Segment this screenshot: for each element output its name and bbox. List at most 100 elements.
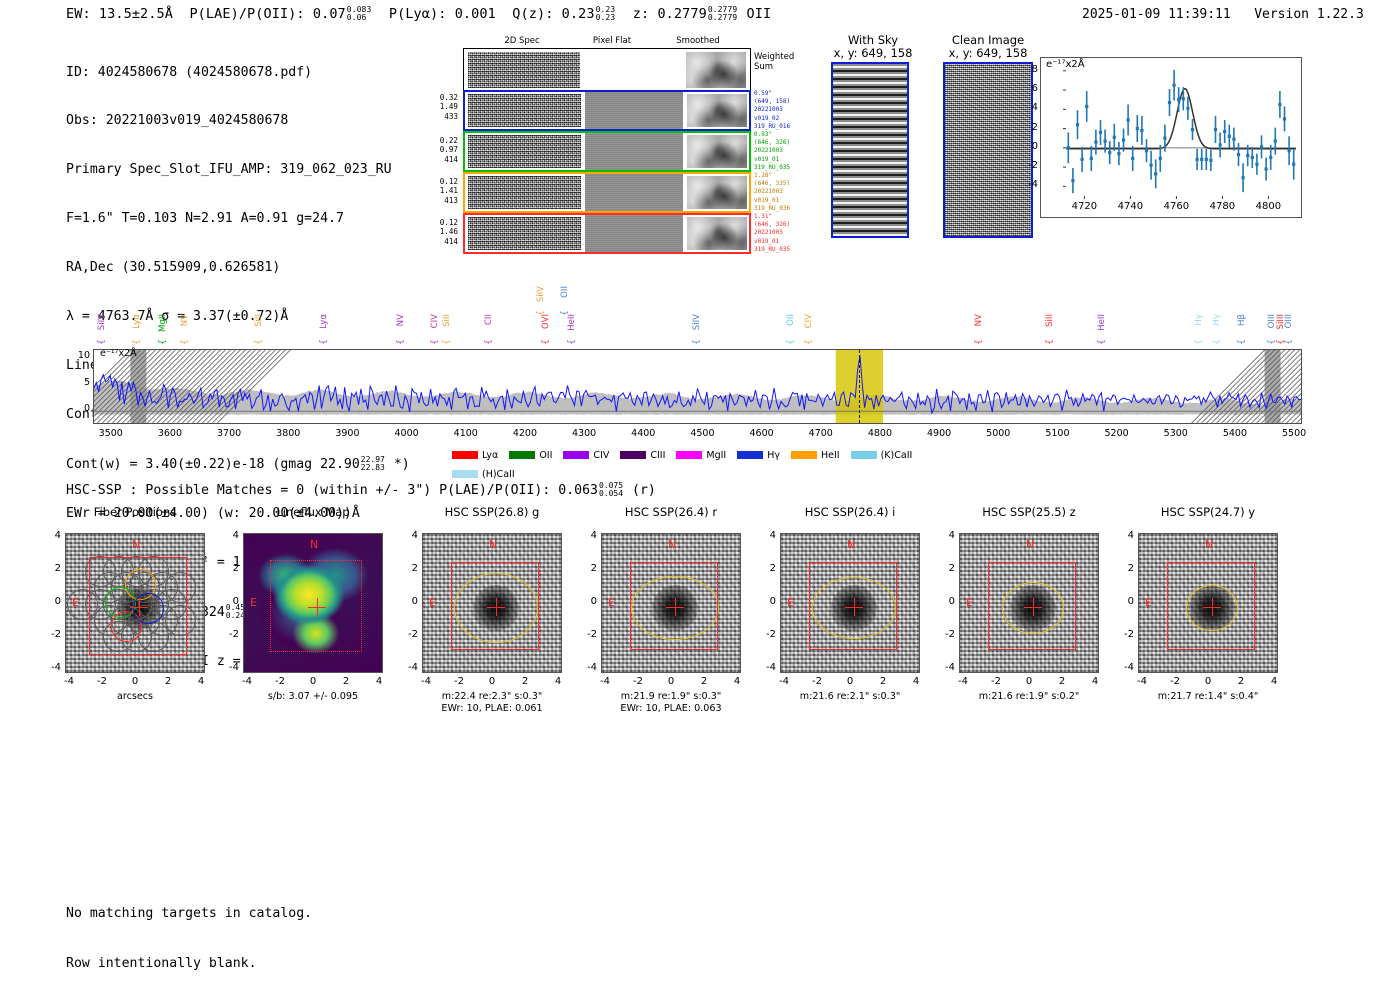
cutout-xtick: -4 [958, 676, 968, 687]
aperture-box [270, 560, 362, 652]
emission-line-label: SiII [1045, 314, 1056, 327]
spectrum-xtick: 3700 [216, 428, 242, 439]
cutout-ytick: -4 [766, 662, 776, 673]
cutout-xtick: 0 [1025, 676, 1033, 687]
fiber-circle[interactable] [164, 604, 196, 636]
full-spectrum-svg [94, 350, 1301, 423]
with-sky-coords: x, y: 649, 158 [833, 46, 913, 60]
cutout-caption: m:21.7 re:1.4" s:0.4" [1122, 691, 1294, 703]
compass-north-label: N [1205, 538, 1214, 551]
spectrum-xtick: 5300 [1163, 428, 1188, 439]
aperture-box [89, 557, 187, 655]
cutout-xtick: -2 [991, 676, 1001, 687]
line-fit-ytick: 4 [1031, 102, 1038, 114]
legend-item: CIV [563, 450, 609, 461]
cutout-ytick: 4 [769, 530, 776, 541]
info-line-ewr: EWr = 20.00(±4.00) (w: 20.00(±4.00))Å [66, 505, 360, 521]
fiber-2-sep: 0.93" [754, 131, 773, 138]
cutout-title: HSC SSP(26.8) g [444, 505, 540, 519]
emission-line-label: HeII [567, 314, 578, 331]
compass-north-label: N [489, 538, 498, 551]
cutout-ytick: 0 [54, 596, 61, 607]
cutout-caption-line-1: m:21.7 re:1.4" s:0.4" [1157, 691, 1259, 702]
cutout-xtick: -4 [421, 676, 431, 687]
emission-line-brace: { [1194, 339, 1205, 345]
fiber-4-amp: 319_RU_035 [754, 245, 791, 253]
cutout-ytick: -2 [229, 629, 239, 640]
info-line-specslot: Primary Spec_Slot_IFU_AMP: 319_062_023_R… [66, 162, 392, 178]
cont-w-errors: 22.97 22.83 [360, 454, 385, 472]
emission-line-label: OII [786, 314, 797, 326]
cutout-ytick: -2 [587, 629, 597, 640]
cutout-ytick: -4 [229, 662, 239, 673]
fiber-circle-highlighted[interactable] [110, 610, 142, 642]
fiber-3-xy: (646, 335) [754, 180, 791, 188]
info-line-id: ID: 4024580678 (4024580678.pdf) [66, 64, 313, 80]
line-fit-xtick: 4720 [1071, 201, 1098, 212]
emission-line-label: NV [974, 314, 985, 327]
line-fit-xtick: 4740 [1117, 201, 1144, 212]
cutout-ytick: -2 [408, 629, 418, 640]
emission-line-brace: { [974, 339, 985, 345]
fiber-3-val-1: 1.41 [439, 186, 458, 196]
source-ellipse [812, 577, 896, 639]
crosshair-vertical [317, 598, 319, 616]
clean-image-header: Clean Image x, y: 649, 158 [928, 34, 1048, 60]
fiber-4-xy: (646, 326) [754, 221, 791, 229]
fiber-4-pixelflat [585, 215, 683, 252]
cutout-xtick: 0 [1204, 676, 1212, 687]
source-ellipse [1186, 585, 1238, 631]
emission-line-label: Hβ [1237, 314, 1248, 326]
cutout-caption: m:21.6 re:1.9" s:0.2" [943, 691, 1115, 703]
spectrum-xtick: 4100 [453, 428, 478, 439]
fiber-4-right-info: 1.31" (646, 326) 20221003 v019_01 319_RU… [754, 213, 802, 254]
cutout-xtick: 0 [667, 676, 675, 687]
cutout-ytick: 0 [1127, 596, 1134, 607]
cutout-xtick: 0 [131, 676, 139, 687]
line-fit-ytick: -2 [1028, 160, 1038, 172]
fiber-1-val-1: 1.49 [439, 102, 458, 112]
spectrum-xtick: 5200 [1104, 428, 1129, 439]
line-fit-xtick: 4780 [1209, 201, 1236, 212]
weighted-sum-label: Weighted Sum [754, 52, 795, 72]
legend-label: Lyα [482, 449, 499, 461]
fiber-3-sep: 1.28" [754, 172, 773, 179]
cutout-xtick: 4 [1091, 676, 1099, 687]
plae-label: P(LAE)/P(OII): [189, 6, 305, 23]
legend-swatch [452, 451, 478, 459]
spectrum-unit-label: e⁻¹⁷x2Å [100, 348, 137, 359]
fiber-3-left-values: 0.12 1.41 413 [432, 177, 458, 205]
legend-item: CIII [620, 450, 665, 461]
z-label: z: [632, 6, 650, 23]
emission-line-brace: { [786, 339, 797, 345]
emission-line-brace: { [318, 339, 329, 345]
weighted-sum-2dspec [468, 52, 580, 88]
cutout-ytick: -2 [945, 629, 955, 640]
spectrum-xtick: 5100 [1045, 428, 1070, 439]
cutout-caption: m:22.4 re:2.3" s:0.3" EWr: 10, PLAE: 0.06… [406, 691, 578, 715]
cutout-ytick: 2 [232, 563, 239, 574]
cutout-xtick: -2 [454, 676, 464, 687]
aperture-box [630, 562, 718, 650]
cutout-xtick: 4 [197, 676, 205, 687]
emission-line-label: OVI [540, 314, 551, 330]
emission-line-brace: { [1096, 339, 1107, 345]
legend-item: (H)CaII [452, 469, 515, 480]
fiber-2-smoothed [687, 135, 747, 168]
fiber-1-exp: v019_02 [754, 114, 780, 122]
legend-swatch [791, 451, 817, 459]
spectrum-line-labels: SiIV {Lyα {MgII {NV {SiII {Lyα {NV {CIV {SiII {CI… [0, 0, 1400, 350]
cutout-caption: m:21.6 re:2.1" s:0.3" [764, 691, 936, 703]
cutout-ytick: -4 [587, 662, 597, 673]
emission-line-brace: { [253, 339, 264, 345]
footer-line-2: Row intentionally blank. [66, 955, 257, 971]
with-sky-image [831, 62, 909, 238]
emission-line-brace: { [567, 339, 578, 345]
